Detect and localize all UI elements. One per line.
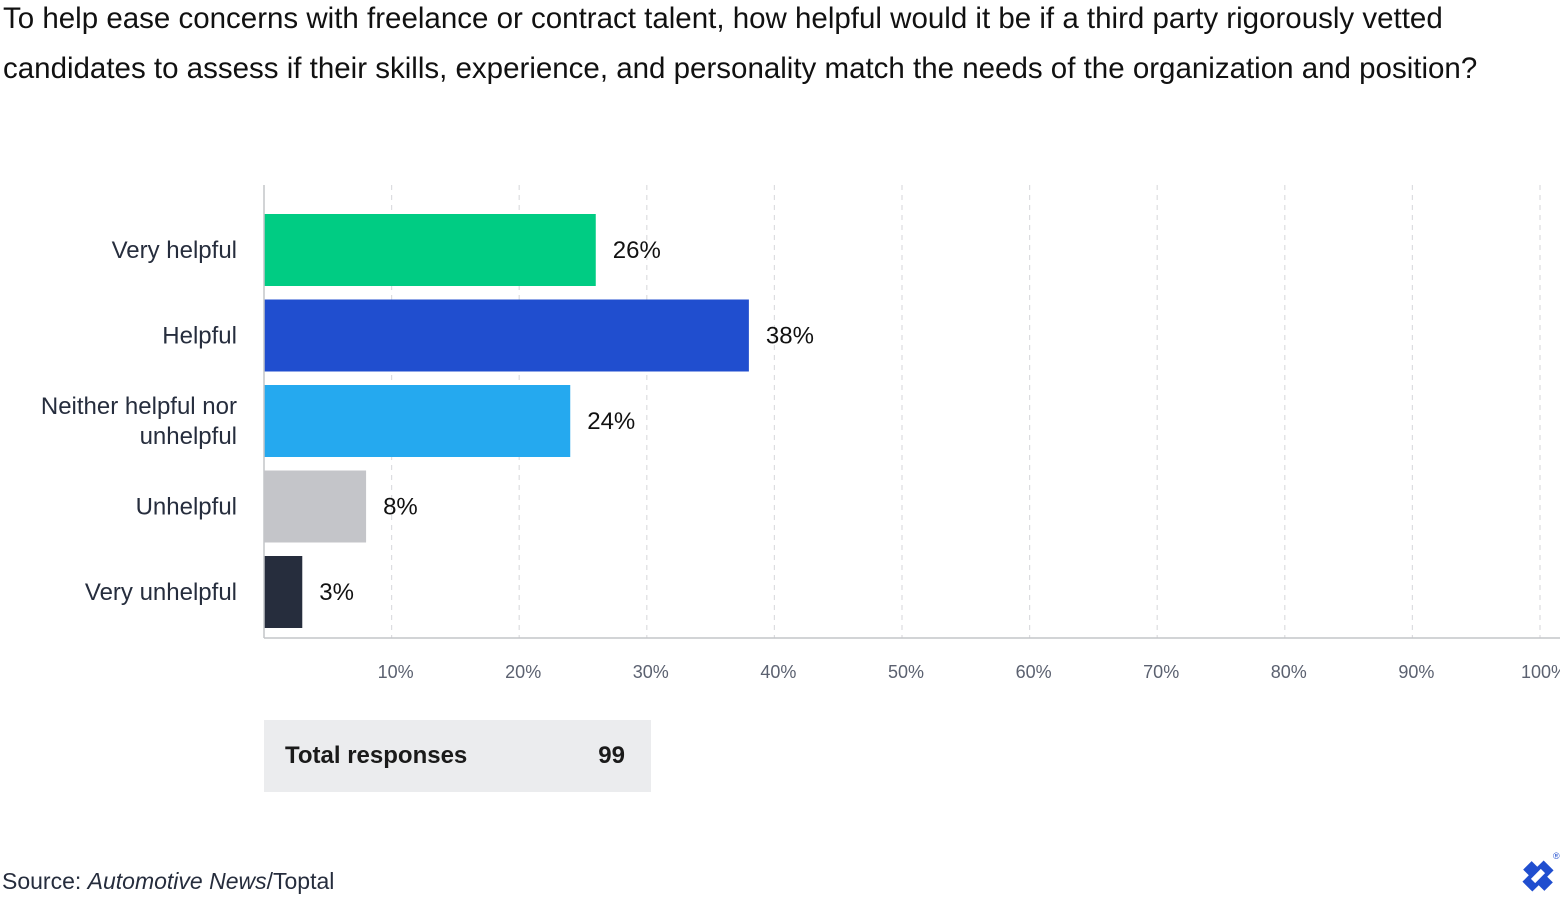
- chart-title: To help ease concerns with freelance or …: [3, 2, 1478, 85]
- bar-very-helpful: [264, 214, 596, 286]
- value-label-neither-helpful-nor-unhelpful: 24%: [587, 408, 635, 435]
- category-label-very-helpful: Very helpful: [112, 237, 237, 264]
- total-responses-label: Total responses: [285, 742, 468, 769]
- value-labels: 26% 38% 24% 8% 3%: [319, 237, 814, 606]
- bar-very-unhelpful: [264, 556, 303, 628]
- total-responses-value: 99: [598, 742, 625, 769]
- x-tick-label-10: 10%: [378, 662, 414, 682]
- x-tick-label-30: 30%: [633, 662, 669, 682]
- source-publication: Automotive News: [87, 868, 267, 894]
- category-label-helpful: Helpful: [162, 323, 237, 350]
- value-label-very-helpful: 26%: [613, 237, 661, 264]
- registered-mark: ®: [1553, 851, 1560, 861]
- source-suffix: /Toptal: [266, 868, 335, 894]
- category-label-very-unhelpful: Very unhelpful: [85, 579, 237, 606]
- bar-neither-helpful-nor-unhelpful: [264, 385, 571, 457]
- x-tick-label-50: 50%: [888, 662, 924, 682]
- x-tick-label-20: 20%: [505, 662, 541, 682]
- x-tick-label-40: 40%: [760, 662, 796, 682]
- bars: [264, 214, 749, 628]
- value-label-helpful: 38%: [766, 323, 814, 350]
- x-tick-label-100: 100%: [1521, 662, 1560, 682]
- x-axis-ticks: 10% 20% 30% 40% 50% 60% 70% 80% 90% 100%: [378, 662, 1560, 682]
- category-label-neither-helpful-nor-unhelpful: Neither helpful nor unhelpful: [41, 393, 237, 450]
- source-note: Source: Automotive News/Toptal: [2, 868, 334, 895]
- source-prefix: Source:: [2, 868, 88, 894]
- x-tick-label-90: 90%: [1398, 662, 1434, 682]
- category-label-unhelpful: Unhelpful: [136, 494, 237, 521]
- total-responses-box: Total responses 99: [264, 720, 651, 792]
- category-labels: Very helpful Helpful Neither helpful nor un…: [41, 237, 237, 606]
- value-label-very-unhelpful: 3%: [319, 579, 354, 606]
- x-tick-label-60: 60%: [1016, 662, 1052, 682]
- toptal-logo-icon: ®: [1522, 851, 1560, 892]
- x-tick-label-70: 70%: [1143, 662, 1179, 682]
- x-tick-label-80: 80%: [1271, 662, 1307, 682]
- bar-chart: Very helpful Helpful Neither helpful nor un…: [41, 185, 1560, 682]
- value-label-unhelpful: 8%: [383, 494, 418, 521]
- bar-helpful: [264, 299, 749, 372]
- bar-unhelpful: [264, 470, 367, 543]
